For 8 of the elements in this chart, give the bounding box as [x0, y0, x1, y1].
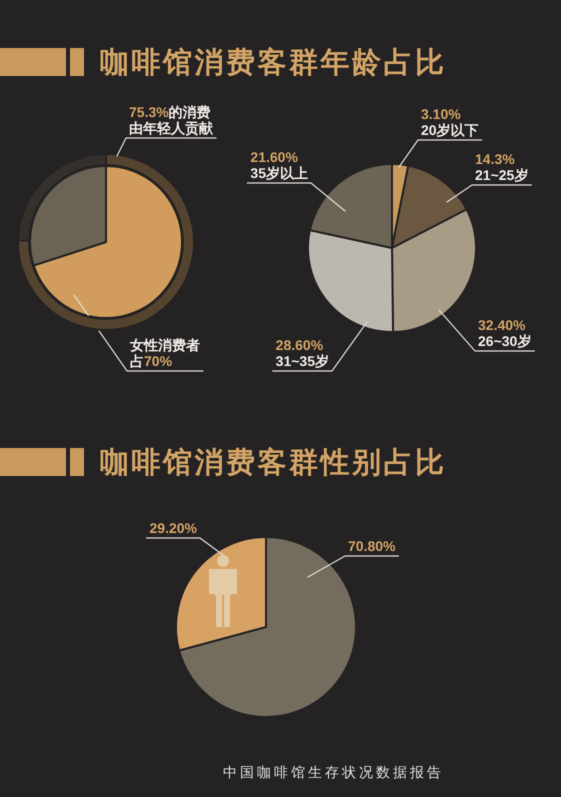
chart-title: 咖啡馆消费客群性别占比 [100, 445, 446, 479]
data-label: 14.3% [475, 151, 516, 167]
slice-label: 21~25岁 [475, 167, 528, 183]
data-label: 70.80% [348, 538, 396, 554]
data-label: 32.40% [478, 317, 526, 333]
slice-label: 26~30岁 [478, 333, 532, 349]
data-label: 29.20% [150, 520, 198, 536]
text: 中国咖啡馆生存状况数据报告 [223, 764, 444, 782]
